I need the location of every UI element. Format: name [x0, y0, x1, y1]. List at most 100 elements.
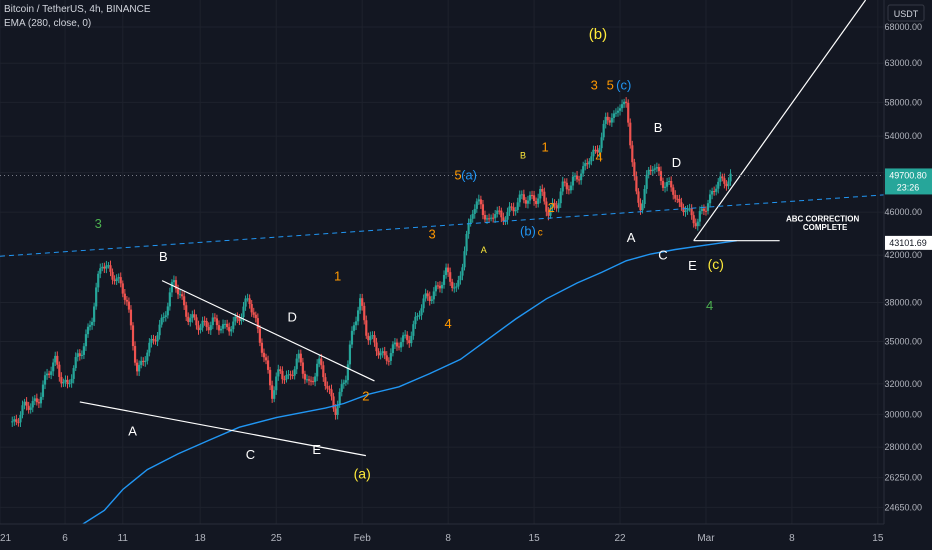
candle-body: [164, 315, 167, 317]
symbol-legend[interactable]: Bitcoin / TetherUS, 4h, BINANCE: [4, 4, 151, 15]
candle-body: [269, 369, 272, 386]
candle-body: [402, 335, 405, 343]
wave-label: A: [481, 245, 487, 255]
candle-body: [185, 305, 188, 317]
candle-body: [637, 191, 640, 203]
indicator-legend[interactable]: EMA (280, close, 0): [4, 18, 92, 29]
candle-body: [397, 346, 401, 348]
candle-body: [350, 330, 354, 345]
candle-body: [250, 304, 253, 313]
candle-body: [31, 400, 34, 408]
candle-body: [588, 161, 591, 165]
candle-body: [700, 208, 703, 212]
wave-label: 3: [591, 77, 598, 92]
candle-body: [191, 314, 194, 319]
candle-body: [219, 328, 223, 331]
candle-body: [123, 293, 126, 300]
candle-body: [721, 176, 724, 179]
candle-body: [23, 401, 26, 406]
candle-body: [559, 191, 562, 204]
candle-body: [279, 369, 282, 372]
candle-body: [277, 369, 280, 377]
candle-body: [72, 368, 75, 379]
candle-body: [158, 324, 161, 336]
time-tick-label: Feb: [354, 533, 372, 544]
candle-body: [471, 213, 474, 219]
candle-body: [663, 186, 667, 188]
wave-label: 5: [454, 167, 461, 182]
candle-body: [492, 217, 495, 219]
time-axis[interactable]: [0, 524, 884, 550]
candle-body: [60, 376, 63, 384]
candle-body: [348, 344, 352, 365]
candle-body: [183, 296, 186, 306]
candle-body: [178, 294, 182, 296]
candle-body: [95, 287, 98, 307]
wave-label: (c): [616, 77, 631, 92]
candle-body: [620, 104, 624, 109]
candle-body: [688, 208, 691, 210]
wave-label: 2: [548, 200, 555, 215]
wave-label: A: [128, 423, 137, 438]
wave-label: E: [688, 258, 697, 273]
wave-label: (a): [461, 167, 477, 182]
candle-body: [680, 202, 683, 208]
candle-body: [148, 342, 151, 353]
candle-body: [518, 194, 521, 203]
candle-body: [381, 351, 384, 354]
candle-body: [614, 112, 618, 114]
candle-body: [571, 176, 575, 186]
candle-body: [144, 360, 147, 363]
candle-body: [101, 266, 104, 269]
candle-body: [422, 298, 425, 309]
candle-body: [379, 353, 382, 356]
candle-body: [99, 268, 102, 274]
candle-body: [729, 173, 732, 182]
wave-label: 3: [429, 227, 436, 242]
time-tick-label: 8: [445, 533, 451, 544]
candle-body: [711, 191, 714, 195]
candle-body: [692, 215, 695, 224]
candle-body: [416, 315, 419, 317]
candle-body: [324, 377, 327, 387]
candle-body: [657, 167, 661, 172]
candle-body: [209, 325, 212, 331]
candle-body: [582, 166, 585, 174]
candle-body: [424, 293, 427, 299]
price-axis[interactable]: [884, 0, 932, 524]
price-tag-label: 43101.69: [889, 238, 927, 248]
candle-body: [297, 353, 300, 359]
candle-body: [723, 178, 726, 184]
candle-body: [354, 321, 358, 326]
candle-body: [291, 375, 294, 377]
candle-body: [598, 148, 601, 153]
candle-body: [361, 298, 364, 306]
candle-body: [43, 375, 47, 385]
candle-body: [508, 206, 511, 212]
candle-body: [520, 194, 523, 196]
candle-body: [369, 336, 372, 341]
candle-body: [506, 211, 509, 220]
candle-body: [215, 318, 219, 326]
candle-body: [344, 380, 347, 383]
trendline: [79, 401, 366, 457]
candle-body: [481, 204, 485, 216]
candle-body: [659, 171, 663, 181]
candle-body: [154, 340, 157, 342]
candle-body: [357, 310, 360, 322]
ema-line: [79, 240, 737, 527]
candle-body: [281, 371, 284, 380]
price-tick-label: 32000.00: [884, 379, 922, 389]
candle-body: [504, 219, 507, 222]
candle-body: [412, 324, 415, 336]
candle-body: [90, 321, 94, 326]
candle-body: [29, 407, 32, 410]
price-tick-label: 54000.00: [884, 131, 922, 141]
currency-box[interactable]: [887, 4, 925, 22]
candle-body: [246, 298, 249, 300]
candle-body: [21, 405, 24, 415]
candle-body: [293, 369, 296, 376]
candle-body: [524, 200, 527, 204]
